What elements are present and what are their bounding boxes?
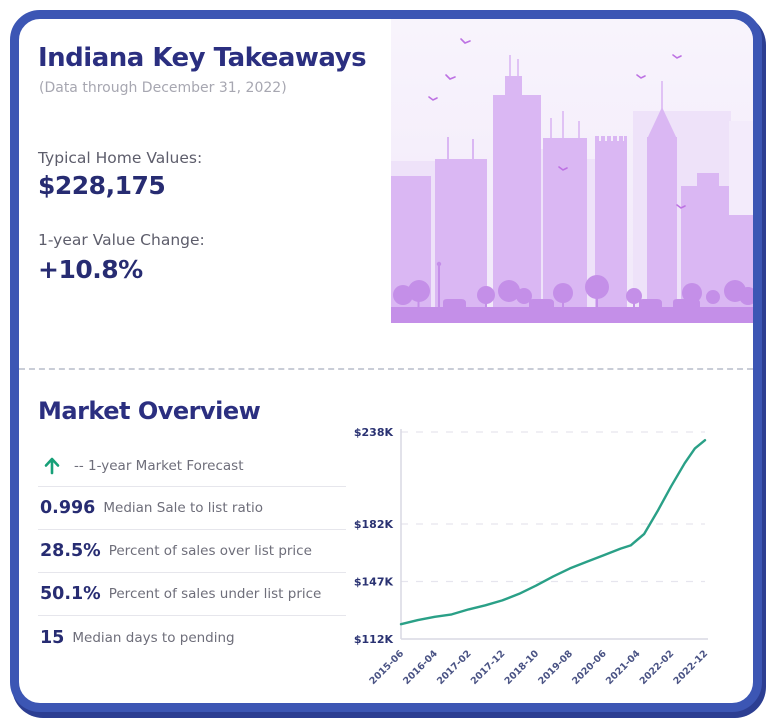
svg-text:2020-06: 2020-06 [570, 648, 609, 687]
svg-text:2017-12: 2017-12 [469, 648, 508, 687]
birds [428, 38, 686, 209]
market-stats-list: -- 1-year Market Forecast 0.996 Median S… [38, 445, 346, 659]
stat-label: Median Sale to list ratio [103, 500, 264, 516]
stat-value: 0.996 [40, 498, 96, 518]
market-chart-svg: $238K $182K $147K $112K 2015-062016-042017-0… [354, 426, 711, 687]
home-value-trend-chart: $238K $182K $147K $112K 2015-06 2016-04 2017-0… [349, 419, 714, 697]
skyline-svg [391, 19, 753, 323]
cars [443, 299, 700, 307]
stat-value: 15 [40, 627, 65, 648]
stat-row-sale-to-list: 0.996 Median Sale to list ratio [38, 487, 346, 530]
stat-row-days-to-pending: 15 Median days to pending [38, 616, 346, 659]
svg-text:2019-08: 2019-08 [536, 648, 575, 687]
typical-home-values-value: $228,175 [38, 171, 166, 200]
svg-text:2015-06: 2015-06 [368, 648, 407, 687]
stat-row-over-list: 28.5% Percent of sales over list price [38, 530, 346, 573]
value-change-label: 1-year Value Change: [38, 231, 205, 249]
stat-value: 28.5% [40, 541, 101, 561]
forecast-label: -- 1-year Market Forecast [74, 457, 244, 474]
market-overview-title: Market Overview [38, 397, 261, 425]
stat-label: Percent of sales over list price [108, 543, 312, 559]
data-through-subtitle: (Data through December 31, 2022) [39, 80, 287, 96]
svg-text:2017-02: 2017-02 [435, 648, 474, 687]
trees [393, 275, 753, 308]
typical-home-values-label: Typical Home Values: [38, 149, 203, 167]
svg-text:2018-10: 2018-10 [503, 648, 542, 687]
svg-text:$112K: $112K [354, 633, 394, 646]
svg-text:$238K: $238K [354, 426, 394, 439]
svg-text:2022-12: 2022-12 [672, 648, 711, 687]
svg-text:2022-02: 2022-02 [638, 648, 677, 687]
stat-label: Percent of sales under list price [108, 586, 322, 602]
value-change-value: +10.8% [38, 255, 143, 284]
page-title: Indiana Key Takeaways [38, 43, 367, 73]
stat-row-under-list: 50.1% Percent of sales under list price [38, 573, 346, 616]
indiana-takeaways-card: Indiana Key Takeaways (Data through Dece… [10, 10, 762, 712]
svg-text:$182K: $182K [354, 518, 394, 531]
svg-text:2021-04: 2021-04 [604, 648, 643, 687]
section-divider [19, 368, 753, 370]
forecast-row: -- 1-year Market Forecast [38, 445, 346, 487]
city-skyline-illustration [391, 19, 753, 323]
svg-text:2016-04: 2016-04 [401, 648, 440, 687]
arrow-up-icon [44, 457, 60, 474]
stat-value: 50.1% [40, 584, 101, 604]
svg-text:$147K: $147K [354, 576, 394, 589]
stat-label: Median days to pending [72, 629, 235, 646]
